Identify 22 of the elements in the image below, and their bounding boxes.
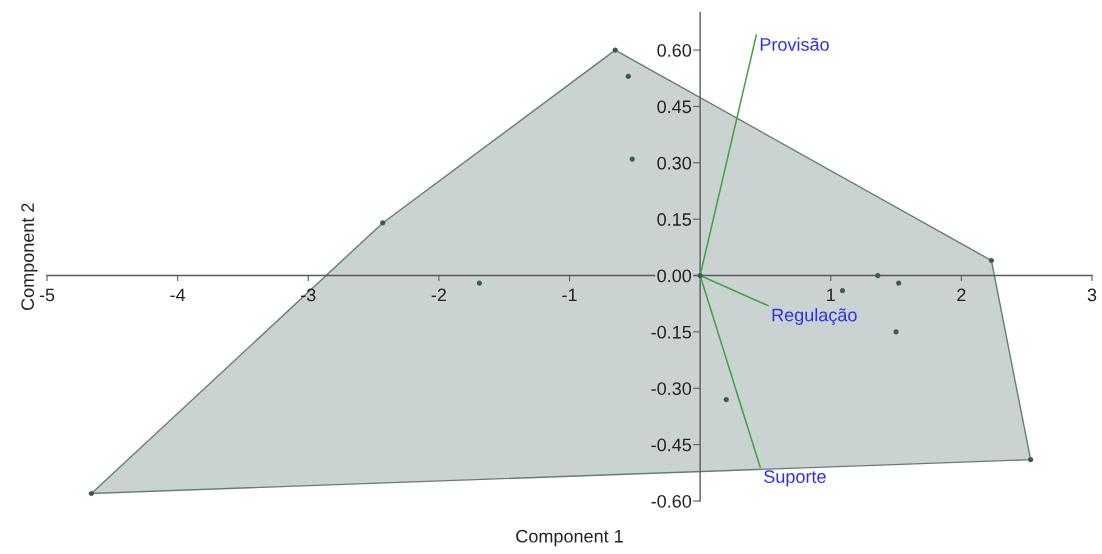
y-tick-label: 0.45 xyxy=(657,100,692,114)
y-tick-label: 0.15 xyxy=(657,213,692,226)
y-axis-title: Component 2 xyxy=(21,203,38,311)
y-tick-label: -0.15 xyxy=(651,325,692,339)
y-tick-label: -0.60 xyxy=(651,494,692,508)
series-label: Provisão xyxy=(760,37,829,51)
x-tick-label: -4 xyxy=(170,288,186,302)
x-axis-title: Component 1 xyxy=(516,529,623,547)
series-label: Regulação xyxy=(772,308,857,326)
x-tick-label: 2 xyxy=(957,288,966,302)
x-tick-label: -2 xyxy=(431,288,446,302)
y-tick-label: -0.30 xyxy=(651,382,692,395)
y-tick-label: 0.00 xyxy=(657,269,692,283)
series-label: Suporte xyxy=(764,470,826,487)
y-tick-label: -0.45 xyxy=(651,438,692,452)
x-tick-label: -5 xyxy=(39,288,55,302)
x-tick-label: 1 xyxy=(827,288,835,302)
x-tick-label: -3 xyxy=(301,288,316,302)
x-tick-label: -1 xyxy=(562,288,577,302)
y-tick-label: 0.30 xyxy=(657,156,692,170)
y-tick-label: 0.60 xyxy=(657,44,692,57)
x-tick-label: 3 xyxy=(1087,288,1097,302)
